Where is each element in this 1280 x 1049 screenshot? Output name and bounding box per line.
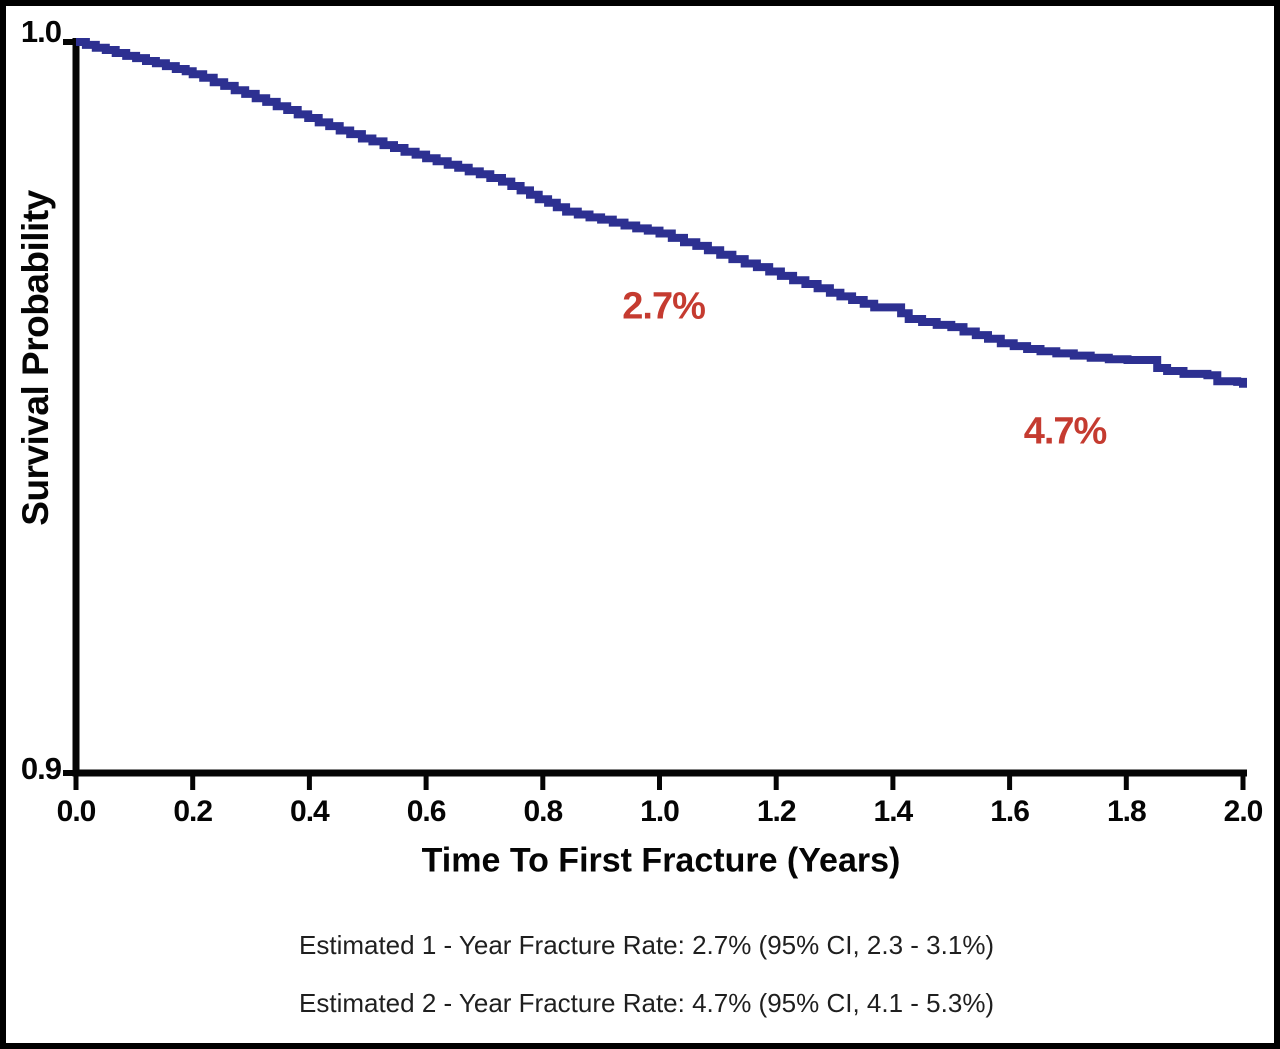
x-tick-label: 1.0 xyxy=(640,795,680,828)
x-tick-label: 0.2 xyxy=(173,795,213,828)
y-tick-label: 0.9 xyxy=(20,751,62,786)
x-axis-title: Time To First Fracture (Years) xyxy=(421,841,901,880)
rate-annotation-2yr: 4.7% xyxy=(1023,410,1108,453)
x-tick-label: 2.0 xyxy=(1223,795,1264,828)
x-tick-label: 0.0 xyxy=(56,795,97,828)
x-tick-label: 0.8 xyxy=(523,795,563,828)
y-tick-label: 1.0 xyxy=(20,14,62,49)
survival-curve xyxy=(76,38,1247,388)
x-tick-label: 1.6 xyxy=(990,795,1030,828)
x-tick-label: 0.4 xyxy=(290,795,330,828)
rate-annotation-1yr: 2.7% xyxy=(622,285,706,328)
x-tick-label: 1.8 xyxy=(1106,795,1147,828)
x-tick-label: 1.4 xyxy=(873,795,914,828)
y-axis-title: Survival Probability xyxy=(15,190,56,526)
x-tick-label: 1.2 xyxy=(756,795,797,828)
x-tick-label: 0.6 xyxy=(406,795,447,828)
caption-1yr-fracture-rate: Estimated 1 - Year Fracture Rate: 2.7% (… xyxy=(299,930,995,960)
caption-2yr-fracture-rate: Estimated 2 - Year Fracture Rate: 4.7% (… xyxy=(299,988,995,1018)
